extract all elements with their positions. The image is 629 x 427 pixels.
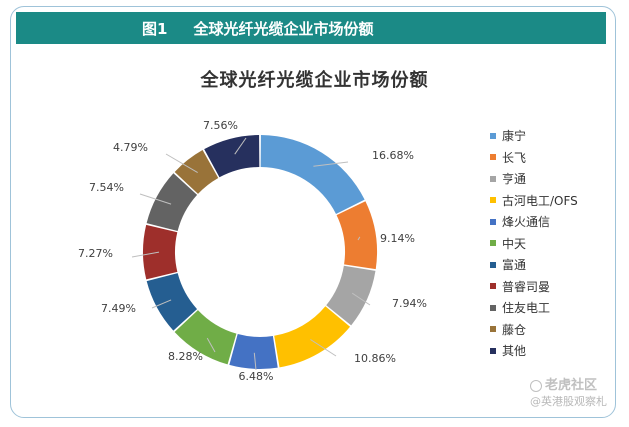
legend-item: 亨通	[490, 168, 620, 190]
leader-line	[151, 299, 172, 309]
leader-line	[131, 251, 160, 258]
chart-legend: 康宁长飞亨通古河电工/OFS 烽火通信中天富通普睿司曼住友电工藤仓其他	[490, 125, 620, 362]
legend-swatch	[490, 326, 496, 333]
legend-swatch	[490, 154, 496, 161]
legend-item: 住友电工	[490, 297, 620, 319]
figure-label: 图1	[142, 19, 168, 38]
leader-line	[139, 193, 172, 205]
legend-label: 中天	[502, 236, 527, 251]
donut-slice	[174, 310, 237, 365]
data-label: 16.68%	[372, 149, 414, 162]
leader-line	[234, 137, 247, 155]
legend-label: 古河电工/OFS	[502, 193, 578, 208]
leader-line	[351, 292, 371, 306]
data-label: 7.27%	[78, 247, 113, 260]
legend-swatch	[490, 283, 496, 290]
legend-item: 富通	[490, 254, 620, 276]
data-label: 7.56%	[203, 119, 238, 132]
leader-line	[310, 339, 337, 357]
watermark-sub: @英港股观察札	[530, 395, 607, 408]
legend-swatch	[490, 132, 496, 139]
tiger-logo-icon	[530, 380, 542, 392]
donut-slice	[146, 273, 198, 331]
data-label: 9.14%	[380, 232, 415, 245]
legend-swatch	[490, 304, 496, 311]
legend-item: 古河电工/OFS	[490, 190, 620, 212]
legend-item: 康宁	[490, 125, 620, 147]
figure-title: 全球光纤光缆企业市场份额	[193, 19, 374, 38]
legend-item: 长飞	[490, 147, 620, 169]
donut-slice	[336, 201, 377, 270]
donut-slice	[146, 173, 198, 232]
donut-slice	[204, 135, 260, 178]
data-label: 7.94%	[392, 297, 427, 310]
legend-label: 普睿司曼	[502, 279, 551, 294]
legend-item: 烽火通信	[490, 211, 620, 233]
legend-item: 中天	[490, 233, 620, 255]
legend-label: 亨通	[502, 172, 527, 187]
data-label: 8.28%	[168, 350, 203, 363]
donut-slice	[229, 334, 278, 369]
watermark-main: 老虎社区	[545, 378, 598, 393]
data-label: 7.54%	[89, 181, 124, 194]
leader-line	[165, 153, 198, 173]
legend-label: 康宁	[502, 129, 527, 144]
legend-label: 长飞	[502, 150, 527, 165]
leader-line	[206, 337, 216, 353]
figure-header: 图1 全球光纤光缆企业市场份额	[16, 12, 606, 44]
donut-slice	[143, 224, 178, 280]
data-label: 10.86%	[354, 352, 396, 365]
legend-label: 藤仓	[502, 322, 527, 337]
watermark: 老虎社区 @英港股观察札	[530, 378, 625, 410]
legend-item: 其他	[490, 340, 620, 362]
legend-swatch	[490, 347, 496, 354]
legend-label: 其他	[502, 344, 527, 359]
legend-label: 富通	[502, 258, 527, 273]
legend-swatch	[490, 218, 496, 225]
donut-slice	[260, 135, 365, 214]
chart-title: 全球光纤光缆企业市场份额	[200, 70, 429, 91]
legend-label: 住友电工	[502, 301, 551, 316]
leader-line	[357, 236, 361, 241]
data-label: 7.49%	[101, 302, 136, 315]
legend-swatch	[490, 240, 496, 247]
legend-item: 藤仓	[490, 319, 620, 341]
donut-slice	[326, 265, 376, 326]
donut-slice	[274, 306, 351, 368]
data-label: 4.79%	[113, 141, 148, 154]
legend-swatch	[490, 197, 496, 204]
data-label: 6.48%	[239, 370, 274, 383]
leader-line	[253, 352, 257, 371]
legend-swatch	[490, 261, 496, 268]
legend-label: 烽火通信	[502, 215, 551, 230]
legend-swatch	[490, 175, 496, 182]
leader-line	[313, 161, 349, 167]
legend-item: 普睿司曼	[490, 276, 620, 298]
